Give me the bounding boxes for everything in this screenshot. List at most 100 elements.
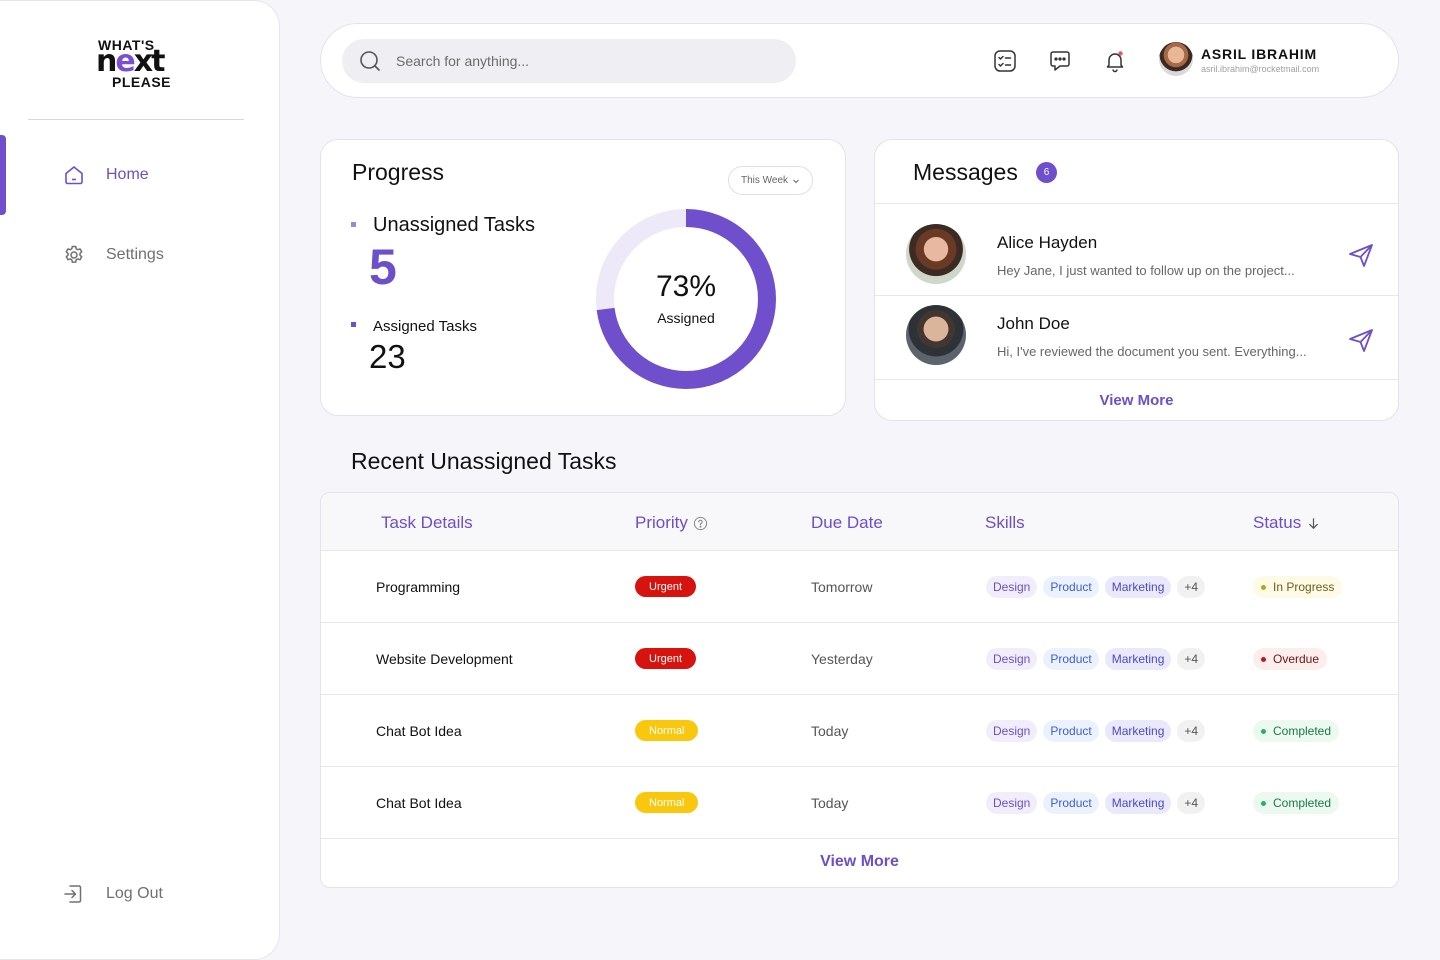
arrow-down-icon[interactable] [1306,516,1321,531]
assigned-tasks-value: 23 [369,338,406,375]
tasks-checklist-icon[interactable] [992,48,1018,74]
period-dropdown[interactable]: This Week [728,166,813,195]
sidebar-divider [28,119,244,120]
donut-percent: 73% [655,270,717,303]
messages-title: Messages [913,159,1018,185]
status-dot [1261,584,1266,590]
user-email: asril.ibrahim@rocketmail.com [1201,64,1320,74]
messages-count-badge: 6 [1036,162,1057,183]
sidebar-item-home[interactable]: Home [62,163,149,187]
assigned-tasks-label: Assigned Tasks [373,318,477,335]
priority-badge: Urgent [635,576,697,597]
sidebar-item-label: Settings [106,246,164,263]
status-badge: Completed [1253,720,1340,742]
table-row[interactable]: Chat Bot Idea Normal Today Design Produc… [321,695,1398,767]
task-name: Website Development [376,651,513,667]
user-avatar[interactable] [1159,42,1193,76]
sidebar: WHAT'S next PLEASE Home Settings Log Out [0,0,280,960]
donut-label: Assigned [657,310,715,326]
message-item[interactable]: Alice Hayden Hey Jane, I just wanted to … [875,211,1398,295]
status-dot [1261,800,1266,806]
skills-list: Design Product Marketing +4 [986,792,1206,814]
skill-tag: Marketing [1104,648,1172,670]
search-icon [360,51,380,71]
sidebar-item-label: Home [106,166,149,183]
skill-more-tag[interactable]: +4 [1177,792,1206,814]
message-sender: Alice Hayden [997,233,1098,252]
avatar [906,224,966,284]
chevron-down-icon [793,179,799,183]
bell-icon[interactable] [1102,48,1128,74]
skill-tag: Design [986,648,1038,670]
due-date: Today [811,795,849,811]
send-icon[interactable] [1347,241,1375,269]
column-header-priority[interactable]: Priority [635,513,708,533]
due-date: Yesterday [811,651,873,667]
assigned-bullet [351,322,356,327]
table-header: Task Details Priority Due Date Skills St… [321,493,1398,551]
messages-card: Messages 6 Alice Hayden Hey Jane, I just… [874,139,1399,421]
message-sender: John Doe [997,314,1070,333]
progress-card: Progress This Week Unassigned Tasks 5 As… [320,139,846,416]
table-row[interactable]: Chat Bot Idea Normal Today Design Produc… [321,767,1398,839]
status-dot [1261,728,1266,734]
tasks-table: Task Details Priority Due Date Skills St… [320,492,1399,888]
logout-button[interactable]: Log Out [62,882,163,906]
status-badge: In Progress [1253,576,1343,598]
logo-line-2: next [96,44,165,79]
search-bar[interactable] [342,39,796,83]
skill-tag: Marketing [1104,792,1172,814]
skill-more-tag[interactable]: +4 [1177,648,1206,670]
divider [875,203,1398,204]
priority-badge: Normal [635,792,699,813]
messages-view-more-link[interactable]: View More [1099,392,1174,409]
tasks-view-more-link[interactable]: View More [820,853,899,870]
status-dot [1261,656,1266,662]
column-header-task-details[interactable]: Task Details [381,513,473,532]
message-item[interactable]: John Doe Hi, I've reviewed the document … [875,296,1398,380]
search-input[interactable] [396,39,776,83]
message-preview: Hey Jane, I just wanted to follow up on … [997,263,1295,278]
top-header: ASRIL IBRAHIM asril.ibrahim@rocketmail.c… [320,23,1399,98]
user-name: ASRIL IBRAHIM [1201,46,1317,62]
column-header-due-date[interactable]: Due Date [811,513,883,532]
skill-tag: Product [1043,720,1099,742]
logo-line-3: PLEASE [112,74,172,90]
status-badge: Overdue [1253,648,1328,670]
message-preview: Hi, I've reviewed the document you sent.… [997,344,1307,359]
gear-icon [65,245,83,263]
column-header-status[interactable]: Status [1253,513,1321,533]
period-label: This Week [740,175,789,186]
skill-tag: Marketing [1104,576,1172,598]
sidebar-item-settings[interactable]: Settings [62,243,164,267]
logout-label: Log Out [106,885,163,902]
send-icon[interactable] [1347,326,1375,354]
column-header-skills[interactable]: Skills [985,513,1025,532]
avatar [906,305,966,365]
skill-tag: Design [986,720,1038,742]
brand-logo[interactable]: WHAT'S next PLEASE [96,37,176,91]
skill-tag: Product [1043,648,1099,670]
donut-progress-arc [596,209,776,389]
help-icon[interactable] [693,516,708,531]
unassigned-bullet [351,222,356,227]
priority-badge: Normal [635,720,699,741]
logout-icon [64,885,82,903]
divider [875,379,1398,380]
unassigned-tasks-value: 5 [369,239,397,295]
table-row[interactable]: Website Development Urgent Yesterday Des… [321,623,1398,695]
assigned-donut-chart [596,209,776,389]
skill-more-tag[interactable]: +4 [1177,576,1206,598]
skills-list: Design Product Marketing +4 [986,576,1206,598]
chat-icon[interactable] [1047,48,1073,74]
due-date: Tomorrow [811,579,873,595]
task-name: Chat Bot Idea [376,723,462,739]
due-date: Today [811,723,849,739]
skill-tag: Product [1043,792,1099,814]
skill-tag: Design [986,576,1038,598]
skills-list: Design Product Marketing +4 [986,648,1206,670]
table-row[interactable]: Programming Urgent Tomorrow Design Produ… [321,551,1398,623]
skill-tag: Design [986,792,1038,814]
skill-more-tag[interactable]: +4 [1177,720,1206,742]
priority-badge: Urgent [635,648,697,669]
